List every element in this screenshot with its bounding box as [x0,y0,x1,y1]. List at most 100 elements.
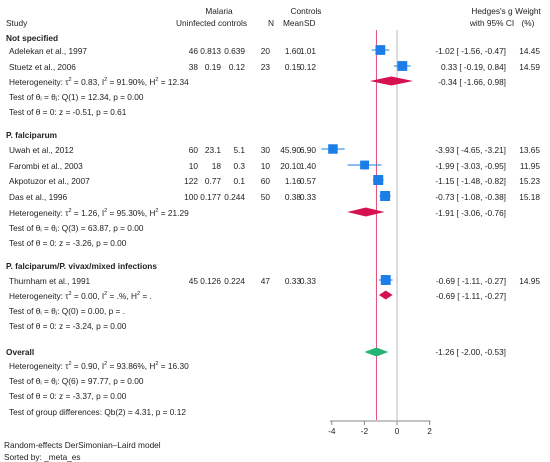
control-sd: 1.40 [299,161,316,171]
col-group-malaria: Malaria [205,6,233,16]
control-n: 23 [260,62,270,72]
control-mean: 45.90 [280,145,301,155]
study-weight-square [397,61,408,71]
study-name: Farombi et al., 2003 [9,161,83,171]
malaria-sd: 0.639 [224,46,245,56]
heterogeneity-text: Heterogeneity: τ2 = 0.83, I2 = 91.90%, H… [9,77,189,87]
malaria-n: 100 [184,192,198,202]
study-weight-square [380,191,391,201]
study-weight-square [373,175,384,185]
heterogeneity-text: Heterogeneity: τ2 = 0.90, I2 = 93.86%, H… [9,361,189,371]
control-mean: 0.33 [284,276,301,286]
control-n: 30 [260,145,270,155]
control-n: 50 [260,192,270,202]
control-n: 20 [260,46,270,56]
col-header-mean: Mean [283,18,304,28]
study-weight: 15.23 [519,176,540,186]
effect-ci: -3.93 [ -4.65, -3.21] [435,145,506,155]
x-tick-label: -2 [361,426,369,436]
col-header-study: Study [6,18,28,28]
malaria-sd: 0.244 [224,192,245,202]
subgroup-ci: -0.69 [ -1.11, -0.27] [436,291,506,301]
heterogeneity-text: Heterogeneity: τ2 = 0.00, I2 = .%, H2 = … [9,291,152,301]
control-sd: 1.01 [299,46,316,56]
study-weight-square [328,144,338,154]
malaria-n: 46 [188,46,198,56]
malaria-sd: 0.224 [224,276,245,286]
malaria-sd: 0.1 [233,176,245,186]
malaria-mean: 18 [211,161,221,171]
malaria-sd: 5.1 [233,145,245,155]
col-header-effect: Hedges's g [471,6,513,16]
control-sd: 0.33 [299,276,316,286]
malaria-mean: 0.813 [200,46,221,56]
control-mean: 1.60 [284,46,301,56]
malaria-sd: 0.3 [233,161,245,171]
subgroup-diamond [369,76,413,86]
study-weight-square [380,275,391,285]
subgroup-ci: -1.91 [ -3.06, -0.76] [435,208,506,218]
col-header-weight-pct: (%) [521,18,535,28]
test-effect-zero: Test of θ = 0: z = -3.24, p = 0.00 [9,321,127,331]
overall-title: Overall [6,347,35,357]
study-name: Adelekan et al., 1997 [9,46,87,56]
control-mean: 0.15 [284,62,301,72]
study-name: Uwah et al., 2012 [9,145,74,155]
effect-ci: -1.99 [ -3.03, -0.95] [435,161,506,171]
test-group-differences: Test of group differences: Qb(2) = 4.31,… [9,407,186,417]
control-sd: 6.90 [299,145,316,155]
malaria-mean: 0.177 [200,192,221,202]
control-mean: 1.16 [284,176,301,186]
subgroup-title: Not specified [6,33,59,43]
test-homogeneity: Test of θᵢ = θⱼ: Q(3) = 63.87, p = 0.00 [9,223,144,233]
col-header-weight: Weight [515,6,541,16]
control-sd: 0.12 [299,62,316,72]
study-weight: 14.45 [519,46,540,56]
control-n: 47 [260,276,270,286]
subgroup-diamond [378,290,393,300]
col-header-uninfected: Uninfected controls [176,18,248,28]
subgroup-title: P. falciparum [6,130,58,140]
malaria-n: 60 [188,145,198,155]
study-weight-square [360,160,369,170]
sort-note: Sorted by: _meta_es [4,452,81,462]
test-effect-zero: Test of θ = 0: z = -3.37, p = 0.00 [9,391,127,401]
study-weight: 14.95 [519,276,540,286]
control-sd: 0.57 [299,176,316,186]
x-tick-label: -4 [328,426,336,436]
study-weight: 15.18 [519,192,540,202]
malaria-sd: 0.12 [228,62,245,72]
malaria-mean: 0.126 [200,276,221,286]
subgroup-diamond [347,207,385,217]
control-mean: 0.38 [284,192,301,202]
malaria-mean: 0.19 [204,62,221,72]
col-header-effect-ci: with 95% CI [469,18,515,28]
study-name: Stuetz et al., 2006 [9,62,76,72]
test-homogeneity: Test of θᵢ = θⱼ: Q(0) = 0.00, p = . [9,306,125,316]
overall-diamond [364,347,389,357]
study-weight: 11.95 [519,161,540,171]
effect-ci: -0.73 [ -1.08, -0.38] [435,192,506,202]
control-n: 60 [260,176,270,186]
test-effect-zero: Test of θ = 0: z = -3.26, p = 0.00 [9,238,127,248]
test-effect-zero: Test of θ = 0: z = -0.51, p = 0.61 [9,107,127,117]
effect-ci: -0.69 [ -1.11, -0.27] [436,276,506,286]
subgroup-ci: -0.34 [ -1.66, 0.98] [438,77,506,87]
test-homogeneity: Test of θᵢ = θⱼ: Q(6) = 97.77, p = 0.00 [9,376,144,386]
malaria-n: 122 [184,176,198,186]
overall-ci: -1.26 [ -2.00, -0.53] [435,347,506,357]
study-name: Akpotuzor et al., 2007 [9,176,90,186]
malaria-n: 45 [188,276,198,286]
malaria-mean: 0.77 [204,176,221,186]
malaria-n: 38 [188,62,198,72]
malaria-n: 10 [188,161,198,171]
malaria-mean: 23.1 [204,145,221,155]
study-weight-square [375,45,386,55]
effect-ci: -1.02 [ -1.56, -0.47] [435,46,506,56]
model-note: Random-effects DerSimonian–Laird model [4,440,161,450]
study-weight: 14.59 [519,62,540,72]
effect-ci: -1.15 [ -1.48, -0.82] [435,176,506,186]
x-tick-label: 0 [395,426,400,436]
control-mean: 20.10 [280,161,301,171]
